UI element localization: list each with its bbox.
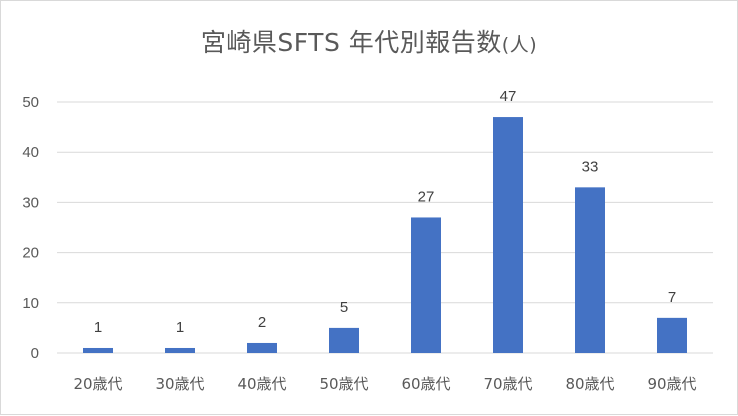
x-tick-label: 50歳代 <box>319 375 368 393</box>
x-tick-label: 20歳代 <box>73 375 122 393</box>
bar <box>493 117 523 353</box>
data-label: 47 <box>500 88 517 105</box>
bar <box>575 187 605 353</box>
x-tick-label: 90歳代 <box>647 375 696 393</box>
y-tick-label: 30 <box>22 194 39 211</box>
bar <box>329 327 359 353</box>
data-label: 33 <box>582 158 599 175</box>
data-label: 7 <box>668 289 676 306</box>
chart-title-text: 宮崎県SFTS 年代別報告数 <box>200 28 502 57</box>
data-label: 1 <box>94 319 102 336</box>
bar <box>83 347 113 353</box>
bar <box>411 217 441 353</box>
bar <box>165 347 195 353</box>
data-label: 5 <box>340 299 348 316</box>
bar <box>247 342 277 353</box>
data-label: 27 <box>418 188 435 205</box>
x-tick-label: 80歳代 <box>565 375 614 393</box>
y-tick-label: 50 <box>22 94 39 111</box>
data-label: 1 <box>176 319 184 336</box>
x-tick-label: 40歳代 <box>237 375 286 393</box>
y-tick-label: 40 <box>22 144 39 161</box>
y-tick-label: 0 <box>31 345 39 362</box>
y-tick-label: 10 <box>22 295 39 312</box>
chart-title-unit: (人) <box>501 34 538 56</box>
x-tick-label: 30歳代 <box>155 375 204 393</box>
x-tick-label: 70歳代 <box>483 375 532 393</box>
y-tick-label: 20 <box>22 245 39 262</box>
bar <box>657 317 687 353</box>
chart-title: 宮崎県SFTS 年代別報告数(人) <box>1 23 737 59</box>
data-label: 2 <box>258 314 266 331</box>
x-tick-label: 60歳代 <box>401 375 450 393</box>
